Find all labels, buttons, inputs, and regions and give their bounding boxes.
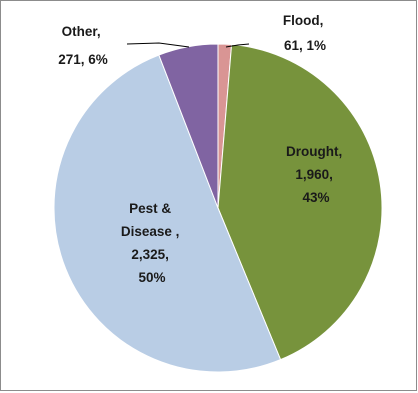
slice-label-pest-disease: Pest & Disease , 2,325, 50%	[121, 201, 183, 285]
slice-label-drought: Drought, 1,960, 43%	[286, 144, 346, 205]
pie-slices	[53, 43, 383, 373]
slice-drought	[217, 44, 383, 361]
leader-line-other	[126, 42, 190, 48]
slice-pest-disease	[53, 54, 282, 373]
slice-label-other: Other, 271, 6%	[58, 24, 108, 67]
leader-line-flood	[225, 43, 250, 48]
leader-lines	[126, 42, 250, 48]
slice-label-flood: Flood, 61, 1%	[283, 13, 327, 53]
